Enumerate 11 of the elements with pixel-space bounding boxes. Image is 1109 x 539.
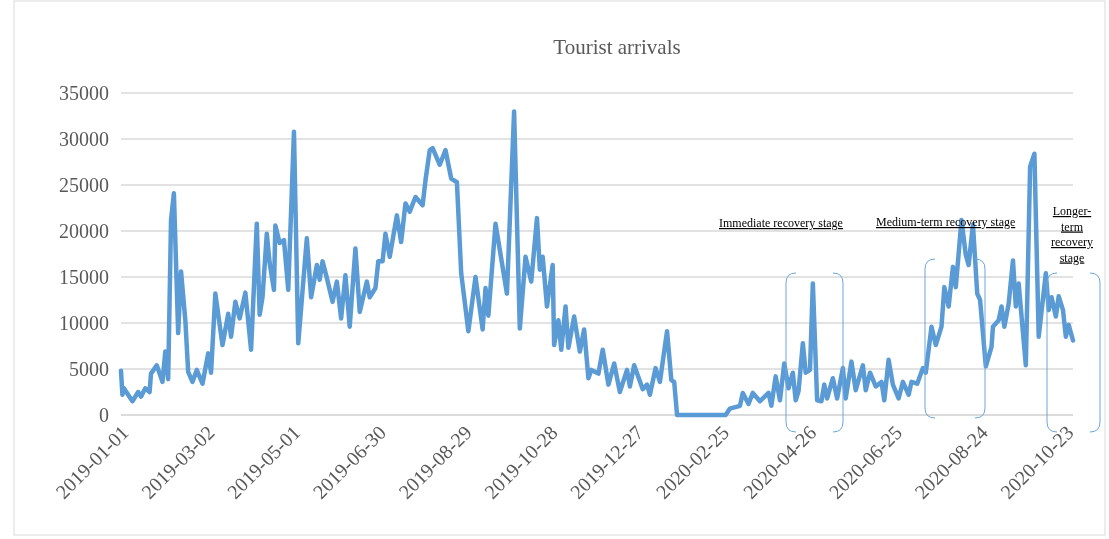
y-tick-label: 20000 <box>59 220 109 242</box>
y-tick-label: 10000 <box>59 312 109 334</box>
chart-title: Tourist arrivals <box>553 35 681 59</box>
annotation: Longer-term recovery stage <box>1051 204 1093 265</box>
y-tick-label: 15000 <box>59 266 109 288</box>
y-tick-label: 30000 <box>59 128 109 150</box>
y-tick-label: 25000 <box>59 174 109 196</box>
y-tick-label: 0 <box>99 404 109 426</box>
annotation: Immediate recovery stage <box>719 216 843 230</box>
y-tick-label: 35000 <box>59 82 109 104</box>
y-tick-label: 5000 <box>69 358 109 380</box>
